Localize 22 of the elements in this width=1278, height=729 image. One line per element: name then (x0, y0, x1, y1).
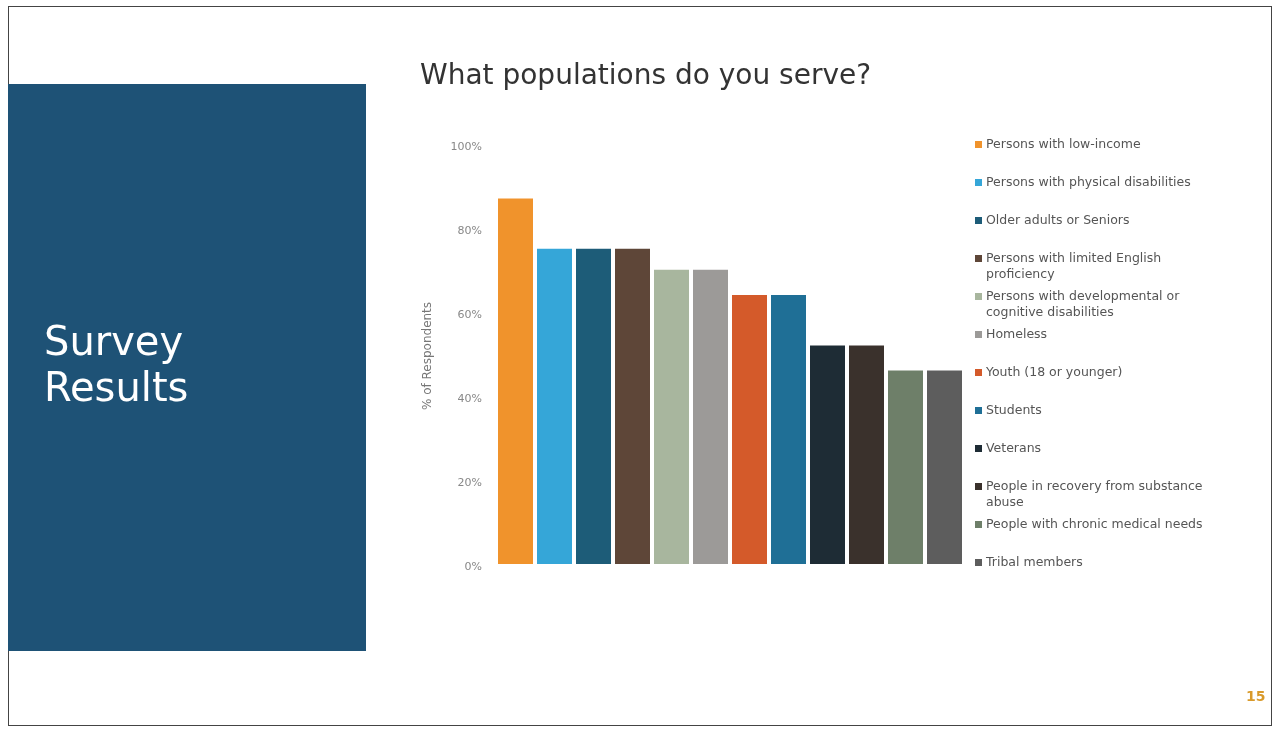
legend-label: Persons with developmental or cognitive disabilities (986, 288, 1181, 320)
legend-label: Persons with limited English proficiency (986, 250, 1163, 282)
legend-label: Tribal members (986, 554, 1083, 570)
y-tick-label: 100% (450, 139, 482, 153)
legend-label: Homeless (986, 326, 1048, 342)
y-tick-label: 0% (464, 559, 482, 573)
legend-label: Students (986, 402, 1042, 418)
text: Survey Results (44, 318, 190, 410)
y-tick-label: 80% (457, 223, 482, 237)
legend-label: Persons with low-income (986, 136, 1141, 152)
legend-label: Older adults or Seniors (986, 212, 1130, 228)
y-tick-label: 60% (457, 307, 482, 321)
chart-title: What populations do you serve? (420, 58, 872, 91)
legend-label: People with chronic medical needs (986, 516, 1203, 532)
legend-label: People in recovery from substance abuse (986, 478, 1204, 510)
y-tick-label: 20% (457, 475, 482, 489)
y-axis-title: % of Respondents (420, 301, 435, 411)
y-tick-label: 40% (457, 391, 482, 405)
text: 15 (1246, 688, 1266, 704)
legend-label: Youth (18 or younger) (986, 364, 1123, 380)
legend-label: Veterans (986, 440, 1042, 456)
legend-label: Persons with physical disabilities (986, 174, 1191, 190)
